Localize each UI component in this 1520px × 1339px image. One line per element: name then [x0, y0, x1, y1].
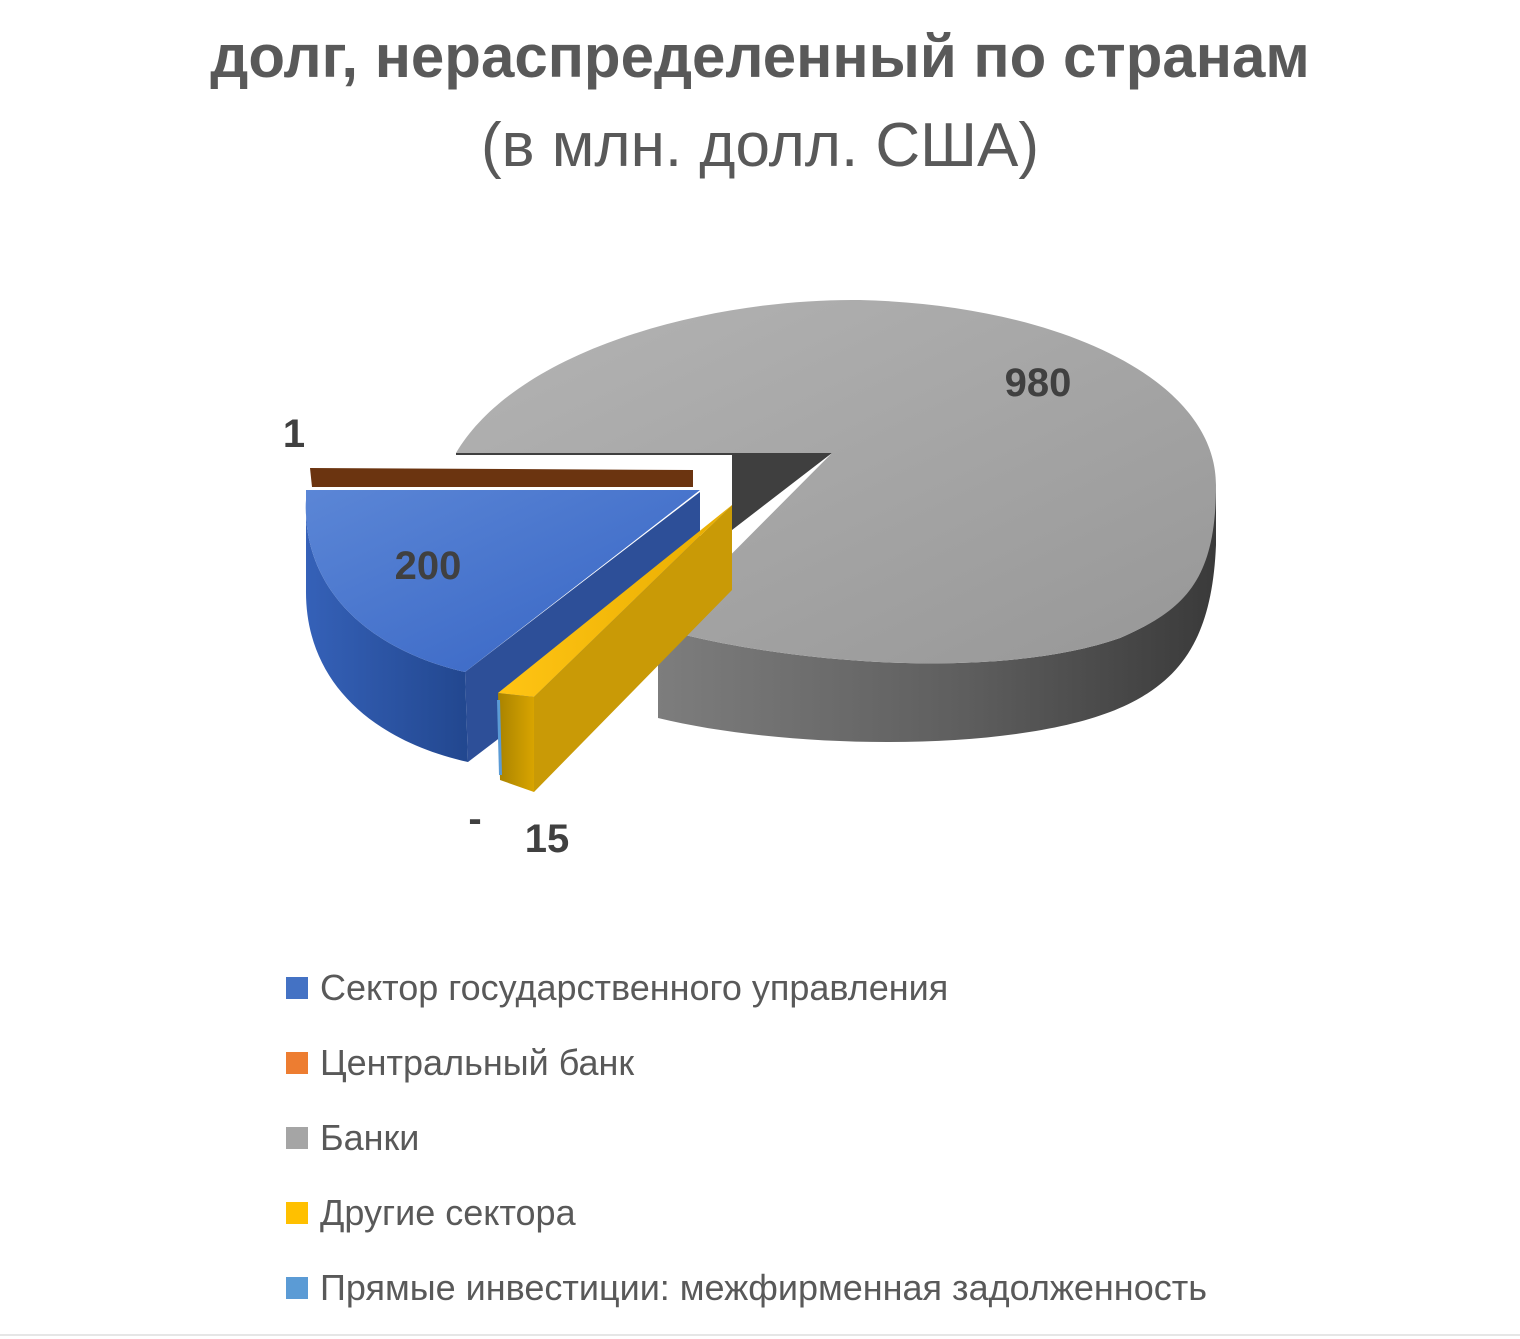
slice-direct-investment	[497, 700, 502, 775]
chart-title: долг, нераспределенный по странам	[210, 23, 1310, 90]
legend-swatch-central-bank	[286, 1051, 308, 1074]
slice-central-bank-top	[310, 468, 693, 487]
legend-item-central-bank: Центральный банк	[286, 1025, 1207, 1100]
legend-item-banks: Банки	[286, 1100, 1207, 1175]
data-label-direct-investment: -	[468, 797, 481, 841]
slice-government-top	[305, 490, 700, 672]
legend-label-banks: Банки	[320, 1116, 420, 1158]
chart-subtitle: (в млн. долл. США)	[481, 111, 1039, 180]
slice-other-sectors-inner	[534, 505, 732, 792]
slice-central-bank	[310, 468, 693, 487]
data-label-banks: 980	[1005, 361, 1072, 405]
pie-chart: 200 1 980 15 -	[283, 299, 1216, 861]
slice-government-side-outer	[305, 500, 468, 762]
data-label-government: 200	[395, 544, 462, 588]
legend-label-government: Сектор государственного управления	[320, 966, 949, 1008]
legend: Сектор государственного управления Центр…	[286, 950, 1207, 1325]
slice-direct-investment-sliver	[497, 700, 502, 775]
slice-banks-inner-wall	[456, 453, 832, 530]
legend-swatch-government	[286, 976, 308, 999]
legend-label-central-bank: Центральный банк	[320, 1041, 635, 1083]
legend-label-direct-investment: Прямые инвестиции: межфирменная задолжен…	[320, 1266, 1207, 1308]
slice-banks-side	[658, 485, 1216, 743]
slice-banks-top	[456, 299, 1216, 664]
legend-label-other-sectors: Другие сектора	[320, 1191, 576, 1233]
legend-item-government: Сектор государственного управления	[286, 950, 1207, 1025]
legend-swatch-direct-investment	[286, 1276, 308, 1299]
legend-swatch-other-sectors	[286, 1201, 308, 1224]
slice-banks	[456, 299, 1216, 743]
bottom-divider	[0, 1334, 1520, 1336]
legend-item-other-sectors: Другие сектора	[286, 1175, 1207, 1250]
data-label-central-bank: 1	[283, 412, 305, 456]
data-label-other-sectors: 15	[525, 817, 570, 861]
slice-other-sectors	[498, 505, 732, 792]
legend-item-direct-investment: Прямые инвестиции: межфирменная задолжен…	[286, 1250, 1207, 1325]
legend-swatch-banks	[286, 1126, 308, 1149]
slice-other-sectors-top	[498, 505, 732, 697]
slice-other-sectors-side	[498, 693, 534, 792]
